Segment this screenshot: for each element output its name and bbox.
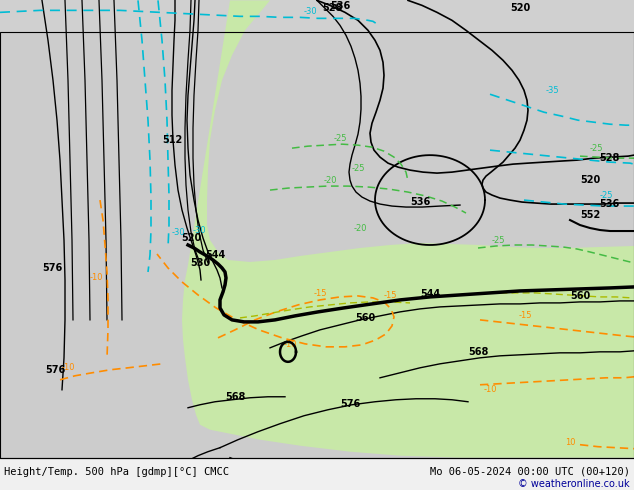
Text: -15: -15	[313, 290, 327, 298]
Text: -25: -25	[333, 134, 347, 143]
Text: -30: -30	[303, 7, 317, 16]
Polygon shape	[182, 0, 634, 458]
Text: -25: -25	[351, 164, 365, 172]
Text: 520: 520	[510, 3, 530, 13]
Text: 576: 576	[340, 399, 360, 409]
Text: 536: 536	[410, 197, 430, 207]
Text: 530: 530	[190, 258, 210, 268]
Text: 552: 552	[580, 210, 600, 220]
Text: -15: -15	[383, 292, 397, 300]
Text: 560: 560	[570, 291, 590, 301]
Text: -15: -15	[518, 311, 532, 320]
Text: -25: -25	[590, 144, 604, 153]
Text: 528: 528	[600, 153, 620, 163]
Bar	[0, 32, 634, 458]
Text: 576: 576	[45, 365, 65, 375]
Text: 560: 560	[355, 313, 375, 323]
Text: 10: 10	[565, 438, 575, 447]
Text: -20: -20	[353, 223, 366, 233]
Text: 536: 536	[600, 199, 620, 209]
Text: -20: -20	[323, 175, 337, 185]
Text: 544: 544	[420, 289, 440, 299]
Text: Height/Temp. 500 hPa [gdmp][°C] CMCC: Height/Temp. 500 hPa [gdmp][°C] CMCC	[4, 466, 229, 477]
Text: 512: 512	[162, 135, 182, 145]
Text: -10: -10	[62, 363, 75, 372]
Text: 544: 544	[205, 250, 225, 260]
Text: -10: -10	[90, 273, 103, 282]
Text: © weatheronline.co.uk: © weatheronline.co.uk	[519, 479, 630, 489]
Text: 528: 528	[322, 3, 342, 13]
Text: -25: -25	[600, 191, 614, 199]
Text: -10: -10	[483, 385, 497, 394]
Text: -35: -35	[545, 86, 559, 95]
Text: 520: 520	[181, 233, 201, 243]
Text: 520: 520	[580, 175, 600, 185]
Bar	[0, 458, 634, 490]
Text: 576: 576	[42, 263, 62, 273]
Text: -30: -30	[172, 227, 186, 237]
Text: -10: -10	[283, 341, 297, 349]
Text: 568: 568	[225, 392, 245, 402]
Bar	[0, 32, 634, 458]
Text: -30: -30	[192, 225, 206, 235]
Text: Mo 06-05-2024 00:00 UTC (00+120): Mo 06-05-2024 00:00 UTC (00+120)	[430, 466, 630, 477]
Text: 536: 536	[330, 1, 350, 11]
Text: 568: 568	[468, 347, 488, 357]
Text: -25: -25	[491, 236, 505, 245]
